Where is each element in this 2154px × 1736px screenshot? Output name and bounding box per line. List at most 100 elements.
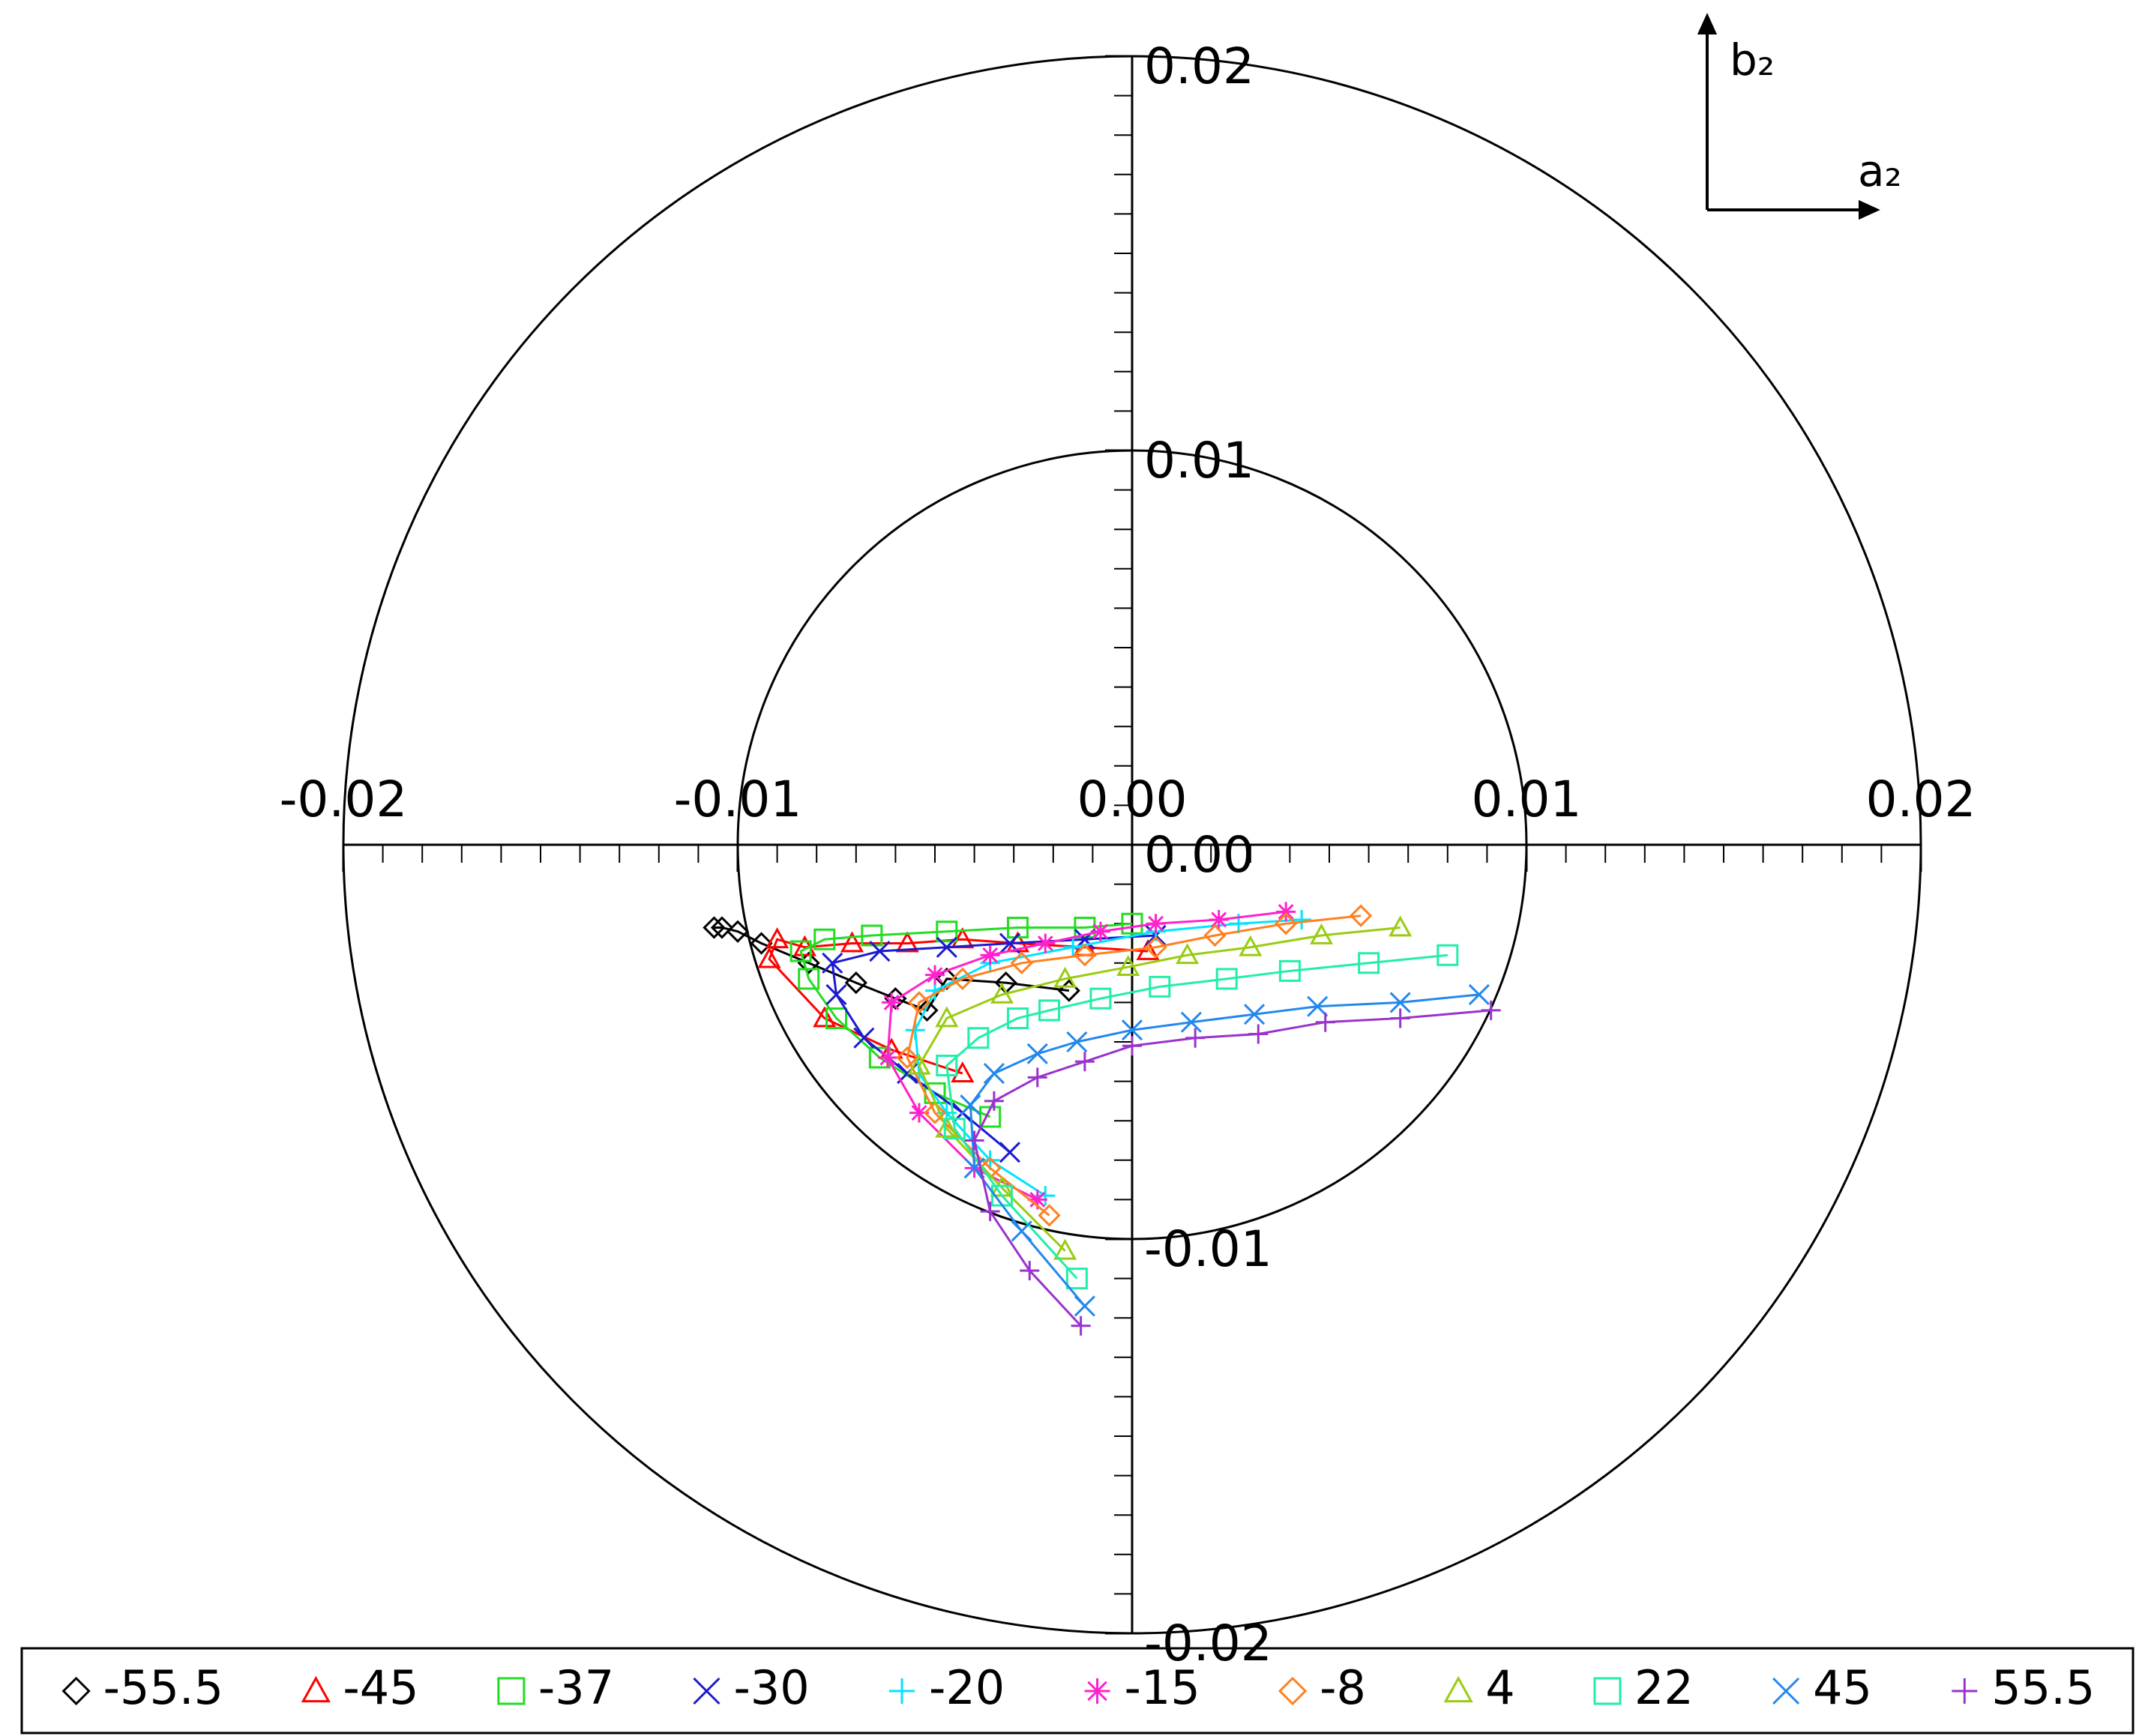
data-point	[990, 1184, 1013, 1207]
data-point	[726, 920, 750, 943]
legend-item: -45	[301, 1660, 419, 1715]
data-point	[882, 992, 902, 1013]
data-point	[1090, 921, 1110, 941]
data-point	[840, 931, 864, 953]
legend-label: 4	[1485, 1660, 1514, 1715]
legend-box	[20, 1647, 2135, 1735]
data-point	[909, 1103, 929, 1123]
legend-item: -8	[1278, 1660, 1366, 1715]
legend-item: -37	[497, 1660, 614, 1715]
data-point	[951, 967, 974, 990]
legend-label: -15	[1125, 1660, 1200, 1715]
data-point	[825, 983, 847, 1005]
legend-item: -30	[693, 1660, 810, 1715]
data-point	[1065, 1268, 1088, 1290]
axis-arrows	[1697, 13, 1880, 220]
data-point	[1307, 995, 1329, 1017]
series-line	[768, 938, 1149, 1075]
data-point	[1349, 904, 1373, 927]
data-point	[1006, 1007, 1029, 1029]
legend-label: -45	[343, 1660, 418, 1715]
data-point	[1203, 923, 1227, 947]
data-point	[983, 1063, 1005, 1085]
data-point	[1053, 1238, 1077, 1260]
minor-ticks	[382, 845, 1883, 863]
data-point	[1278, 959, 1301, 982]
legend-item: -55.5	[61, 1660, 223, 1715]
x-tick-label: 0.02	[1866, 771, 1976, 828]
series-line	[945, 953, 1448, 1280]
data-point	[1209, 909, 1229, 929]
legend-label: -20	[929, 1660, 1005, 1715]
data-point	[1038, 1204, 1061, 1227]
data-point	[853, 1027, 875, 1049]
data-point	[1215, 968, 1238, 990]
data-point	[1239, 935, 1263, 956]
arrow-head	[1697, 13, 1718, 34]
legend-label: -55.5	[103, 1660, 223, 1715]
legend-label: -37	[538, 1660, 614, 1715]
data-point	[822, 952, 843, 974]
legend-item: 55.5	[1952, 1660, 2095, 1715]
legend-marker	[1084, 1678, 1110, 1704]
data-point	[999, 1142, 1021, 1163]
legend-item: -15	[1084, 1660, 1200, 1715]
series-line	[799, 922, 1133, 1118]
data-point	[1275, 912, 1298, 935]
legend-marker	[888, 1678, 915, 1704]
series-line	[714, 926, 1070, 1012]
data-point	[1144, 935, 1167, 959]
data-point	[951, 1061, 975, 1082]
x-axis-label: a₂	[1858, 145, 1902, 196]
data-point	[1389, 992, 1411, 1013]
data-point	[1121, 1019, 1143, 1041]
legend-marker	[497, 1677, 526, 1705]
data-point	[935, 1006, 959, 1028]
legend-label: 45	[1813, 1660, 1872, 1715]
data-point	[844, 971, 867, 995]
legend-marker	[61, 1676, 91, 1706]
data-point	[1066, 1031, 1088, 1053]
data-point	[895, 931, 919, 953]
data-point	[980, 1202, 1000, 1222]
data-point	[1292, 909, 1312, 929]
y-tick-label: -0.01	[1144, 1220, 1272, 1278]
legend-marker	[1593, 1677, 1622, 1705]
data-point	[1180, 1011, 1202, 1033]
data-point	[1436, 944, 1459, 966]
legend-label: 55.5	[1991, 1660, 2095, 1715]
data-point	[923, 1101, 947, 1124]
legend-marker	[1772, 1677, 1800, 1705]
legend-item: 45	[1772, 1660, 1872, 1715]
data-point	[1038, 999, 1061, 1022]
data-point	[984, 1091, 1004, 1111]
legend-marker	[301, 1675, 331, 1703]
legend-item: 4	[1443, 1660, 1515, 1715]
legend-label: 22	[1634, 1660, 1694, 1715]
legend-label: -30	[733, 1660, 809, 1715]
data-point	[1146, 914, 1166, 934]
data-point	[789, 940, 812, 962]
data-point	[915, 998, 939, 1022]
data-point	[1026, 1043, 1048, 1064]
data-point	[1248, 1024, 1269, 1044]
legend-item: 22	[1593, 1660, 1694, 1715]
data-point	[1358, 952, 1380, 974]
data-point	[1185, 1028, 1206, 1048]
data-point	[960, 1094, 981, 1116]
x-tick-label: 0.01	[1472, 771, 1582, 828]
data-point	[936, 920, 958, 943]
data-point	[907, 1053, 931, 1075]
data-point	[1074, 1295, 1095, 1317]
data-point	[813, 928, 836, 950]
data-point	[943, 1118, 966, 1140]
data-point	[935, 1116, 959, 1138]
data-point	[936, 936, 957, 958]
data-point	[964, 1130, 984, 1151]
data-point	[1027, 1067, 1047, 1088]
legend-item: -20	[888, 1660, 1005, 1715]
data-point	[1053, 966, 1077, 988]
x-tick-label: -0.02	[280, 771, 408, 828]
data-point	[877, 1048, 897, 1068]
